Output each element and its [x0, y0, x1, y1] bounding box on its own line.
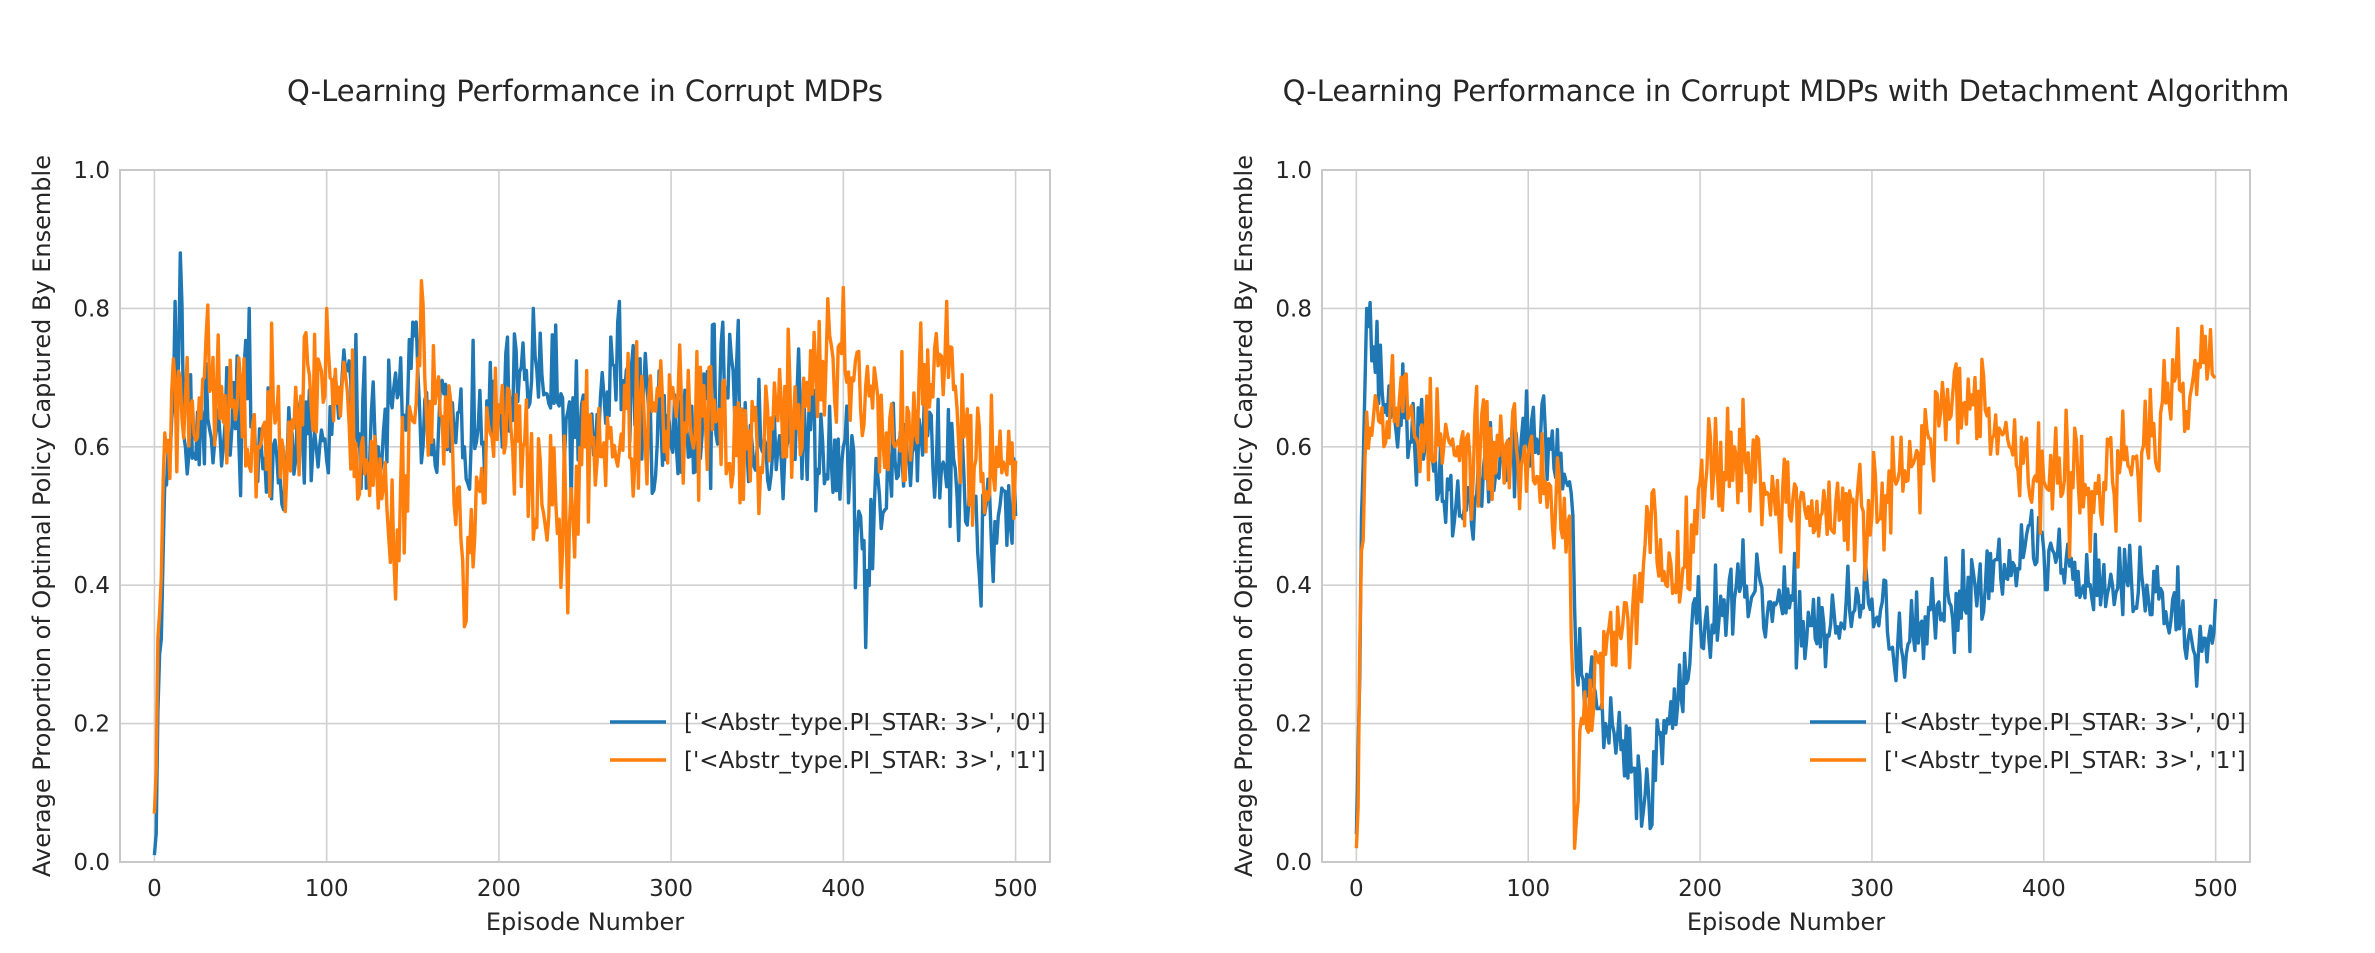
x-tick-label: 100 — [305, 876, 349, 902]
series-line-0 — [1354, 300, 2218, 835]
x-axis-label: Episode Number — [1687, 908, 1885, 936]
x-tick-label: 100 — [1506, 876, 1550, 902]
y-tick-label: 0.8 — [1275, 296, 1312, 322]
y-tick-label: 0.2 — [73, 712, 110, 738]
plot-area — [120, 170, 1050, 862]
y-tick-label: 0.8 — [73, 296, 110, 322]
chart-title: Q-Learning Performance in Corrupt MDPs — [287, 74, 883, 108]
legend: ['<Abstr_type.PI_STAR: 3>', '0'] ['<Abstr… — [610, 710, 1046, 774]
chart-title: Q-Learning Performance in Corrupt MDPs w… — [1283, 74, 2290, 108]
x-tick-label: 0 — [1349, 876, 1364, 902]
y-axis-label: Average Proportion of Optimal Policy Cap… — [1230, 155, 1258, 877]
y-tick-label: 0.0 — [1275, 850, 1312, 876]
plot-area — [1322, 170, 2250, 862]
x-tick-label: 400 — [821, 876, 865, 902]
legend-label-0: ['<Abstr_type.PI_STAR: 3>', '0'] — [1884, 710, 2246, 736]
x-tick-label: 0 — [147, 876, 162, 902]
y-axis-label: Average Proportion of Optimal Policy Cap… — [28, 155, 56, 877]
legend: ['<Abstr_type.PI_STAR: 3>', '0'] ['<Abstr… — [1810, 710, 2246, 774]
y-tick-label: 0.0 — [73, 850, 110, 876]
y-tick-label: 0.6 — [73, 435, 110, 461]
plot-frame — [119, 169, 1051, 863]
plot-frame — [1321, 169, 2251, 863]
y-tick-label: 1.0 — [1275, 158, 1312, 184]
chart-panel-1: 0 100 200 300 400 500 0.0 0.2 0.4 0.6 0.8 1.0 Episod… — [28, 74, 1051, 936]
chart-panel-2: 0 100 200 300 400 500 0.0 0.2 0.4 0.6 0.8 1.0 Episod… — [1230, 74, 2289, 936]
y-tick-label: 0.6 — [1275, 435, 1312, 461]
y-tick-label: 0.2 — [1275, 712, 1312, 738]
x-tick-label: 200 — [477, 876, 521, 902]
x-axis-label: Episode Number — [486, 908, 684, 936]
legend-label-1: ['<Abstr_type.PI_STAR: 3>', '1'] — [1884, 748, 2246, 774]
x-tick-label: 500 — [2194, 876, 2238, 902]
x-tick-label: 300 — [649, 876, 693, 902]
legend-label-0: ['<Abstr_type.PI_STAR: 3>', '0'] — [684, 710, 1046, 736]
x-tick-label: 200 — [1678, 876, 1722, 902]
legend-label-1: ['<Abstr_type.PI_STAR: 3>', '1'] — [684, 748, 1046, 774]
x-tick-label: 500 — [994, 876, 1038, 902]
x-tick-label: 300 — [1850, 876, 1894, 902]
y-tick-label: 0.4 — [1275, 573, 1312, 599]
y-tick-label: 0.4 — [73, 573, 110, 599]
x-tick-label: 400 — [2022, 876, 2066, 902]
series-line-1 — [1354, 324, 2217, 850]
series-line-1 — [152, 279, 1018, 814]
y-tick-label: 1.0 — [73, 158, 110, 184]
